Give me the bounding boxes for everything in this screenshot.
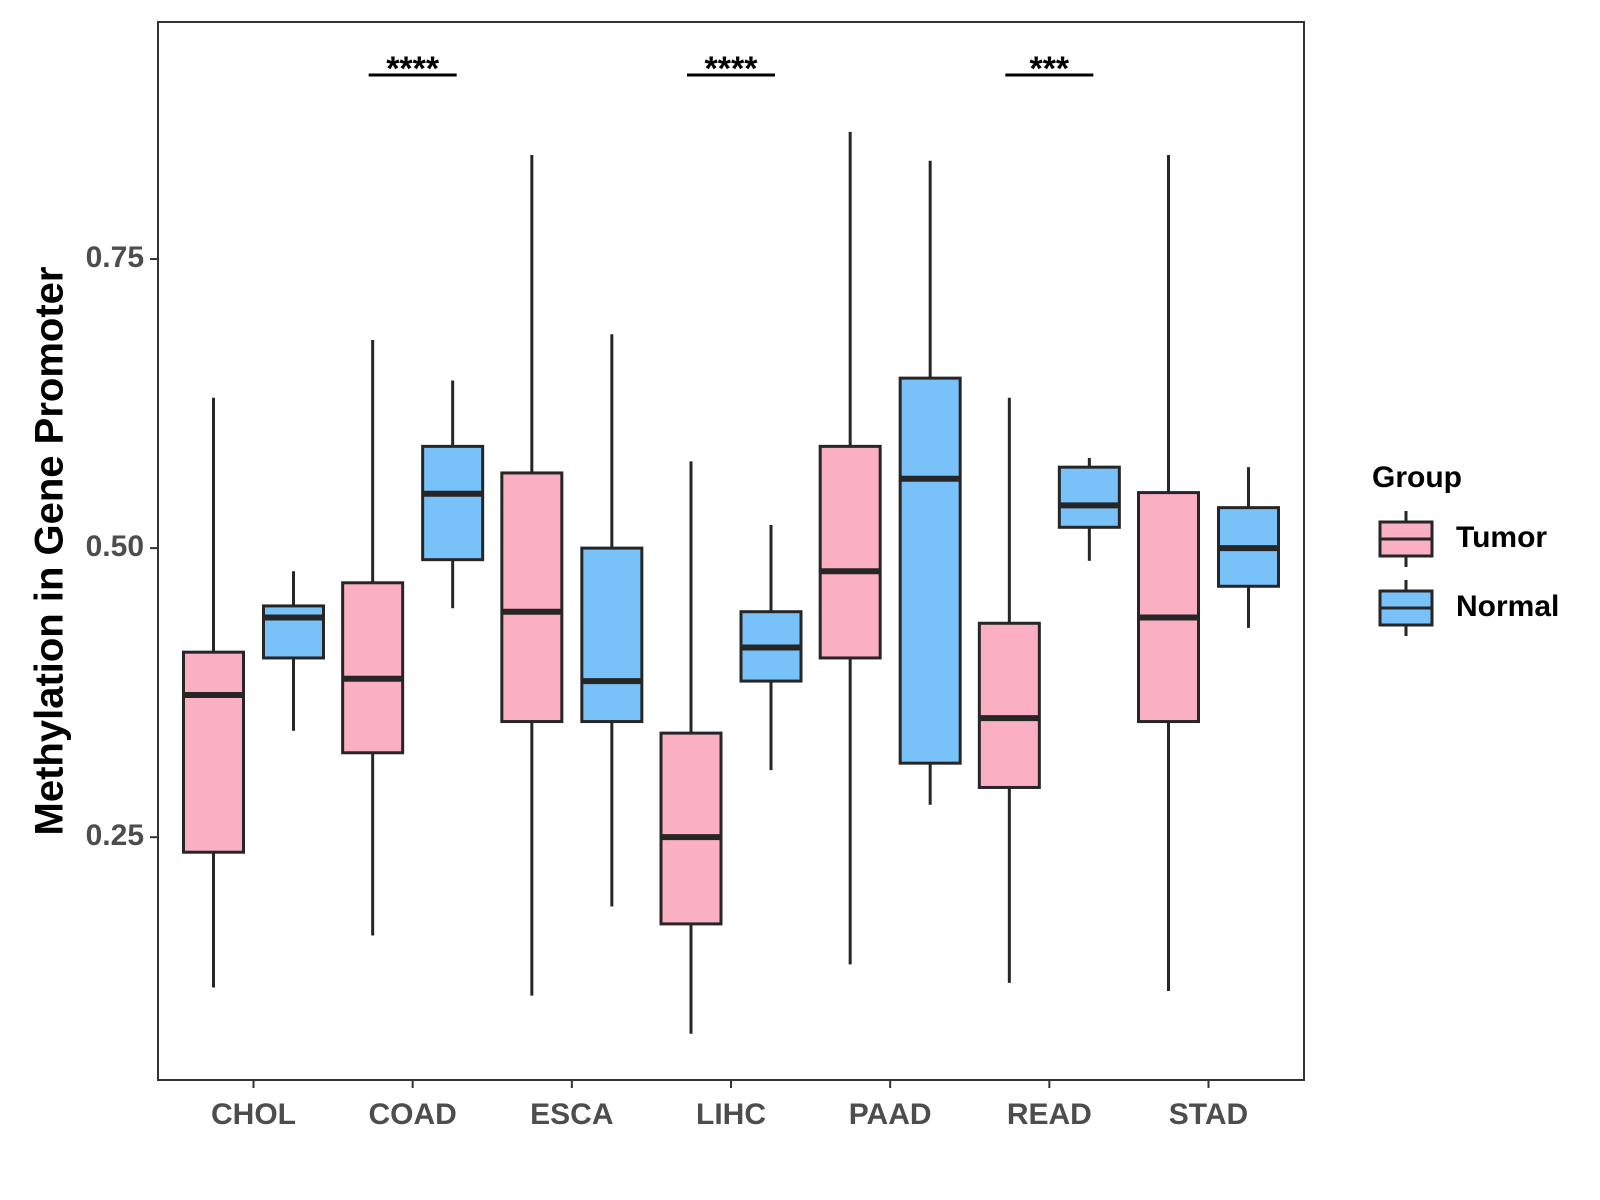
box-iqr	[977, 621, 1041, 789]
legend-label: Tumor	[1456, 521, 1547, 554]
x-tick-label: PAAD	[849, 1098, 932, 1131]
y-axis: 0.25 0.50 0.75	[86, 241, 158, 852]
box-esca-tumor	[500, 154, 564, 996]
box-stad-normal	[1217, 467, 1280, 628]
x-tick-label: COAD	[368, 1098, 456, 1131]
y-tick-label: 0.25	[86, 819, 144, 852]
legend-entry-normal: Normal	[1378, 580, 1559, 636]
y-tick-label: 0.50	[86, 530, 144, 563]
box-coad-tumor	[341, 339, 405, 936]
significance-label: ***	[1029, 50, 1069, 88]
x-tick-label: STAD	[1169, 1098, 1248, 1131]
box-iqr	[1057, 465, 1121, 529]
box-iqr	[580, 546, 644, 724]
box-iqr	[182, 650, 245, 854]
significance-lihc: ****	[687, 50, 775, 88]
x-axis: CHOL COAD ESCA LIHC PAAD READ STAD	[211, 1080, 1248, 1131]
box-iqr	[818, 444, 882, 660]
plot-panel	[157, 21, 1305, 1081]
significance-coad: ****	[368, 50, 457, 88]
box-iqr	[262, 604, 325, 660]
legend-label: Normal	[1456, 590, 1559, 623]
box-iqr	[1137, 491, 1200, 724]
legend: Group Tumor Normal	[1372, 461, 1559, 636]
box-read-normal	[1057, 457, 1121, 561]
box-coad-normal	[421, 380, 485, 609]
box-paad-normal	[898, 160, 962, 805]
box-read-tumor	[977, 397, 1041, 983]
x-tick-label: READ	[1007, 1098, 1092, 1131]
x-tick-label: CHOL	[211, 1098, 296, 1131]
significance-label: ****	[386, 50, 440, 88]
y-tick-label: 0.75	[86, 241, 144, 274]
boxes-layer	[182, 131, 1280, 1034]
x-tick-label: LIHC	[696, 1098, 766, 1131]
box-lihc-normal	[739, 524, 803, 771]
box-iqr	[659, 731, 723, 926]
box-lihc-tumor	[659, 461, 723, 1034]
legend-entry-tumor: Tumor	[1378, 511, 1547, 567]
legend-title: Group	[1372, 461, 1462, 494]
y-axis-title: Methylation in Gene Promoter	[28, 267, 72, 836]
box-chol-normal	[262, 571, 325, 731]
box-chol-tumor	[182, 397, 245, 988]
box-iqr	[341, 581, 405, 755]
box-stad-tumor	[1137, 154, 1200, 991]
x-tick-label: ESCA	[530, 1098, 613, 1131]
significance-read: ***	[1005, 50, 1094, 88]
significance-label: ****	[705, 50, 759, 88]
box-iqr	[500, 471, 564, 724]
box-iqr	[421, 444, 485, 562]
box-iqr	[898, 376, 962, 765]
box-esca-normal	[580, 334, 644, 907]
significance-layer: **** **** ***	[368, 50, 1094, 88]
box-paad-tumor	[818, 131, 882, 965]
